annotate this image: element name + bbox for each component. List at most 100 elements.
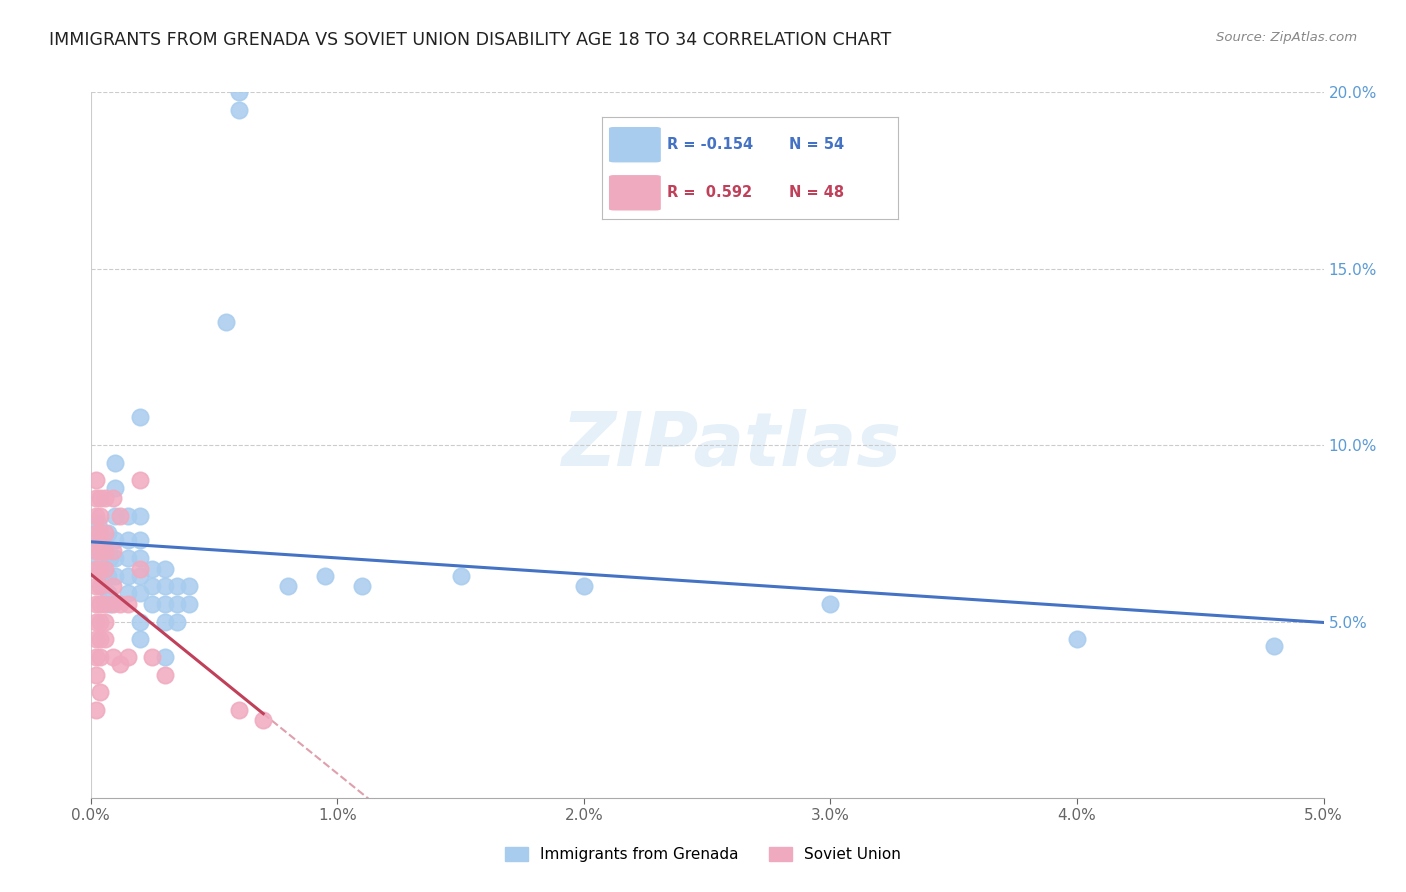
Point: [228, 703, 250, 717]
Point: [277, 579, 299, 593]
Point: [1263, 640, 1285, 654]
Point: [104, 551, 127, 566]
Point: [94, 615, 117, 629]
Point: [97, 586, 120, 600]
Point: [129, 568, 152, 582]
Point: [350, 579, 373, 593]
Point: [94, 632, 117, 647]
Point: [84, 667, 107, 681]
Point: [87, 533, 110, 548]
Point: [129, 632, 152, 647]
Point: [228, 103, 250, 117]
Point: [129, 586, 152, 600]
Point: [117, 568, 139, 582]
Point: [141, 562, 163, 576]
Point: [94, 526, 117, 541]
Point: [1066, 632, 1088, 647]
Point: [89, 579, 111, 593]
Point: [820, 597, 842, 611]
Text: IMMIGRANTS FROM GRENADA VS SOVIET UNION DISABILITY AGE 18 TO 34 CORRELATION CHAR: IMMIGRANTS FROM GRENADA VS SOVIET UNION …: [49, 31, 891, 49]
Point: [215, 315, 238, 329]
Point: [179, 579, 201, 593]
Point: [98, 597, 121, 611]
Point: [129, 615, 152, 629]
Point: [153, 615, 176, 629]
Point: [91, 544, 114, 558]
Point: [104, 568, 127, 582]
Point: [129, 551, 152, 566]
Point: [89, 649, 111, 664]
Point: [89, 615, 111, 629]
Point: [129, 474, 152, 488]
Point: [117, 649, 139, 664]
Point: [97, 526, 120, 541]
Point: [89, 491, 111, 505]
Point: [129, 508, 152, 523]
Point: [108, 597, 131, 611]
Point: [117, 533, 139, 548]
Point: [108, 508, 131, 523]
Point: [84, 615, 107, 629]
Point: [141, 579, 163, 593]
Point: [91, 579, 114, 593]
Point: [84, 544, 107, 558]
Point: [89, 508, 111, 523]
Point: [84, 491, 107, 505]
Point: [84, 597, 107, 611]
Point: [104, 481, 127, 495]
Point: [166, 597, 188, 611]
Point: [101, 579, 124, 593]
Point: [84, 526, 107, 541]
Point: [94, 562, 117, 576]
Point: [89, 544, 111, 558]
Point: [89, 597, 111, 611]
Text: ZIPatlas: ZIPatlas: [562, 409, 901, 482]
Point: [104, 533, 127, 548]
Point: [91, 562, 114, 576]
Point: [117, 508, 139, 523]
Point: [141, 649, 163, 664]
Point: [153, 579, 176, 593]
Point: [153, 649, 176, 664]
Point: [117, 551, 139, 566]
Point: [153, 667, 176, 681]
Point: [101, 649, 124, 664]
Point: [117, 597, 139, 611]
Text: Source: ZipAtlas.com: Source: ZipAtlas.com: [1216, 31, 1357, 45]
Point: [117, 586, 139, 600]
Point: [84, 579, 107, 593]
Point: [94, 597, 117, 611]
Point: [89, 685, 111, 699]
Point: [228, 86, 250, 100]
Point: [129, 562, 152, 576]
Point: [101, 597, 124, 611]
Point: [84, 508, 107, 523]
Point: [87, 516, 110, 530]
Point: [89, 632, 111, 647]
Point: [89, 562, 111, 576]
Point: [84, 632, 107, 647]
Point: [101, 491, 124, 505]
Point: [314, 568, 336, 582]
Point: [97, 568, 120, 582]
Point: [129, 409, 152, 424]
Point: [84, 474, 107, 488]
Point: [101, 544, 124, 558]
Point: [166, 615, 188, 629]
Point: [252, 714, 274, 728]
Point: [153, 597, 176, 611]
Point: [94, 491, 117, 505]
Legend: Immigrants from Grenada, Soviet Union: Immigrants from Grenada, Soviet Union: [499, 841, 907, 868]
Point: [179, 597, 201, 611]
Point: [84, 562, 107, 576]
Point: [572, 579, 595, 593]
Point: [87, 551, 110, 566]
Point: [104, 456, 127, 470]
Point: [153, 562, 176, 576]
Point: [141, 597, 163, 611]
Point: [94, 544, 117, 558]
Point: [84, 649, 107, 664]
Point: [108, 657, 131, 671]
Point: [104, 508, 127, 523]
Point: [166, 579, 188, 593]
